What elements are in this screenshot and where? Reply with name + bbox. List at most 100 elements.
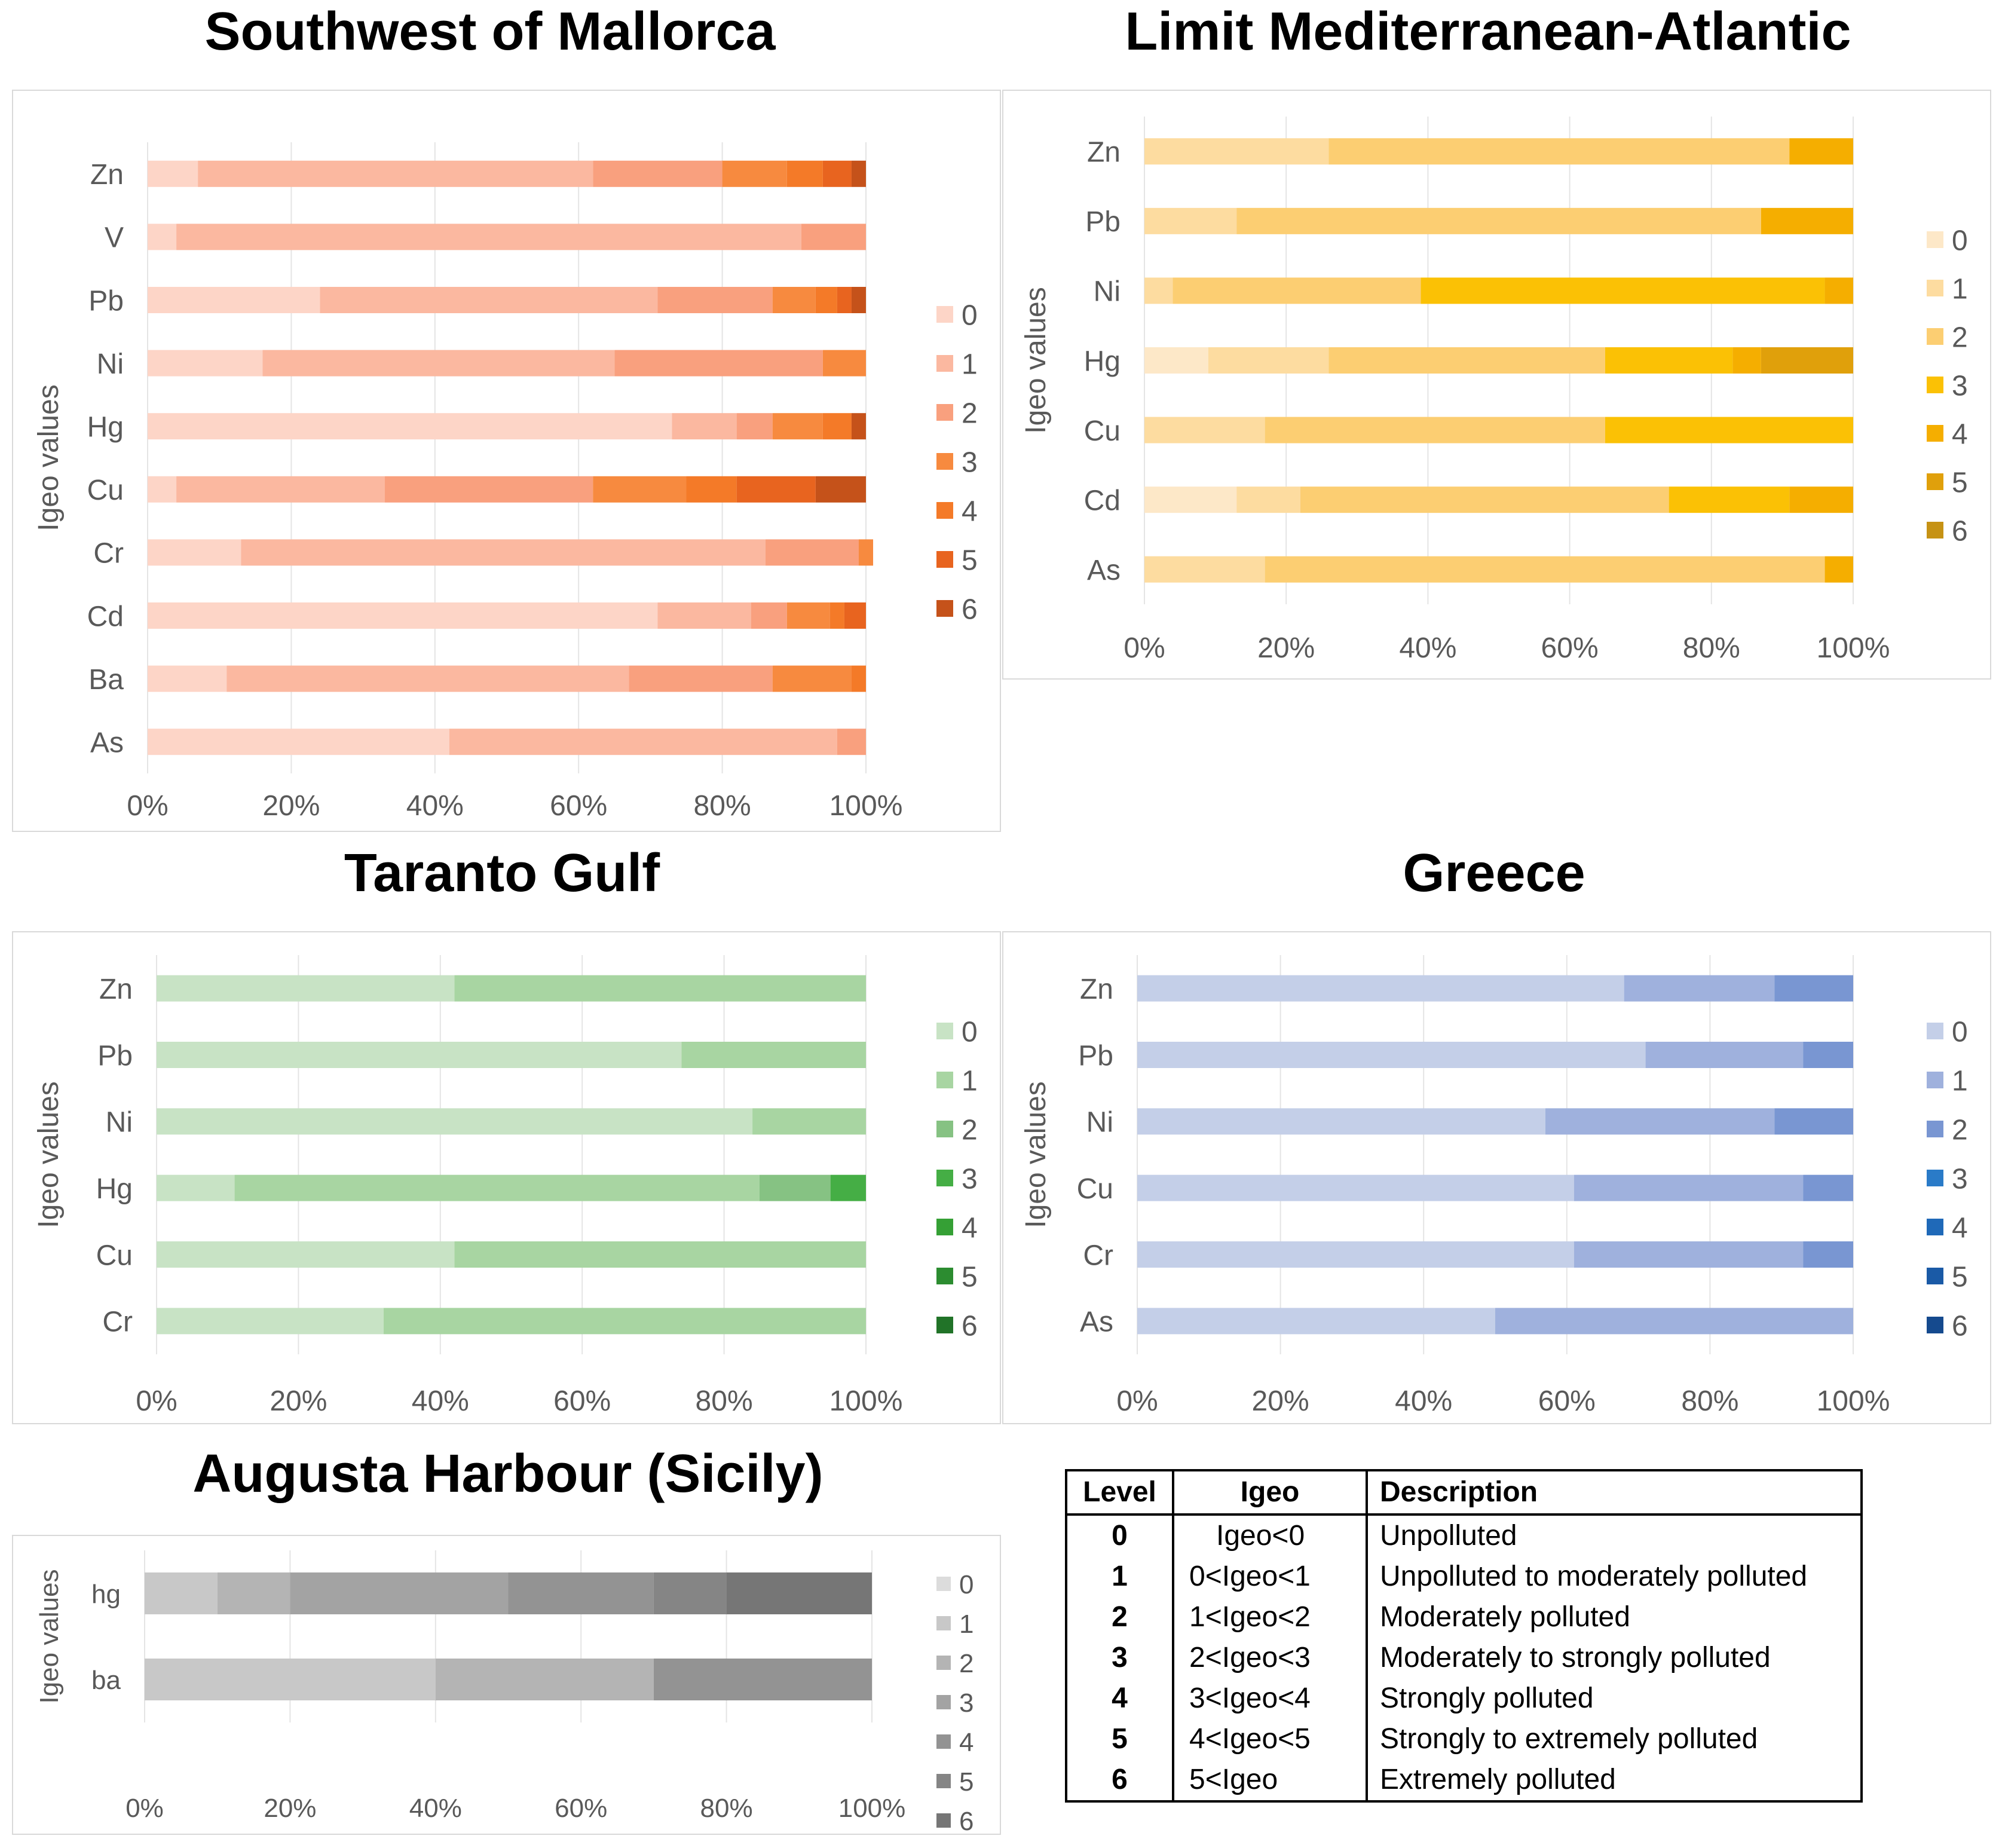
bar-segment bbox=[148, 602, 658, 629]
legend-swatch bbox=[936, 1317, 953, 1333]
legend-swatch bbox=[1927, 377, 1943, 393]
x-tick-label: 20% bbox=[262, 790, 320, 822]
chart-title-taranto: Taranto Gulf bbox=[344, 843, 660, 903]
category-label: Ni bbox=[1094, 276, 1121, 308]
bar-segment bbox=[1300, 487, 1669, 513]
category-label: V bbox=[105, 222, 124, 254]
legend-label: 2 bbox=[1952, 322, 1968, 353]
category-label: Cu bbox=[1077, 1173, 1113, 1205]
legend-swatch bbox=[936, 502, 953, 519]
bar-segment bbox=[1761, 207, 1853, 234]
bar-segment bbox=[157, 1308, 384, 1335]
bar-segment bbox=[1265, 556, 1825, 583]
bar-segment bbox=[1774, 975, 1853, 1002]
x-tick-label: 0% bbox=[127, 790, 168, 822]
bar-segment bbox=[822, 350, 866, 377]
bar-segment bbox=[786, 602, 830, 629]
chart-panel-taranto: 0% 20% 40% 60% 80% 100% Zn Pb Ni Hg Cu Cr Igeo value… bbox=[12, 931, 1001, 1424]
bar-segment bbox=[449, 729, 837, 755]
category-label: Cr bbox=[102, 1307, 133, 1338]
x-tick-label: 60% bbox=[550, 790, 607, 822]
category-label: Ba bbox=[88, 664, 124, 696]
legend-label: 1 bbox=[959, 1610, 974, 1639]
chart-panel-augusta: 0% 20% 40% 60% 80% 100% hg ba Igeo values 0 1 2 3 4 5 6 bbox=[12, 1535, 1001, 1836]
bar-segment bbox=[1328, 138, 1790, 165]
x-tick-label: 0% bbox=[136, 1385, 177, 1417]
bar-segment bbox=[157, 1042, 682, 1068]
bar-segment bbox=[681, 1042, 866, 1068]
category-label: Zn bbox=[1080, 974, 1113, 1005]
category-label: Ni bbox=[97, 348, 124, 380]
legend-swatch bbox=[936, 1268, 953, 1284]
x-tick-label: 20% bbox=[270, 1385, 327, 1417]
row-description: Unpolluted bbox=[1380, 1520, 1517, 1552]
bar-segment bbox=[829, 602, 844, 629]
bar-segment bbox=[1789, 138, 1853, 165]
legend-swatch bbox=[936, 1695, 951, 1709]
x-tick-label: 0% bbox=[1124, 632, 1165, 664]
legend-swatch bbox=[936, 1774, 951, 1788]
bar-segment bbox=[1144, 277, 1173, 304]
legend-swatch bbox=[1927, 280, 1943, 296]
category-label: Pb bbox=[97, 1040, 133, 1072]
bar-segment bbox=[1236, 207, 1761, 234]
x-tick-label: 40% bbox=[1399, 632, 1456, 664]
bar-segment bbox=[1421, 277, 1825, 304]
legend-label: 1 bbox=[1952, 1065, 1968, 1097]
bar-segment bbox=[157, 1108, 753, 1135]
chart-panel-greece: 0% 20% 40% 60% 80% 100% Zn Pb Ni Cu Cr As Igeo value… bbox=[1002, 931, 1991, 1424]
bar-segment bbox=[851, 160, 866, 187]
x-tick-label: 60% bbox=[1541, 632, 1599, 664]
legend-label: 5 bbox=[962, 1261, 978, 1293]
category-label: Zn bbox=[90, 159, 124, 191]
row-igeo: 5<Igeo bbox=[1173, 1760, 1368, 1801]
bar-segment bbox=[508, 1572, 654, 1614]
bar-segment bbox=[772, 413, 823, 440]
legend-swatch bbox=[936, 306, 953, 323]
legend-swatch bbox=[1927, 1023, 1943, 1039]
legend-label: 6 bbox=[962, 1310, 978, 1342]
legend-swatch bbox=[1927, 1072, 1943, 1088]
legend-swatch bbox=[936, 1023, 953, 1039]
bar-segment bbox=[148, 224, 177, 250]
row-level: 3 bbox=[1066, 1638, 1174, 1678]
category-label: As bbox=[1087, 555, 1121, 586]
header-level: Level bbox=[1066, 1470, 1174, 1516]
bar-segment bbox=[1774, 1108, 1853, 1135]
bar-segment bbox=[801, 224, 866, 250]
row-level: 1 bbox=[1066, 1556, 1174, 1597]
legend-label: 2 bbox=[959, 1649, 974, 1678]
legend-swatch bbox=[936, 1121, 953, 1137]
legend-label: 6 bbox=[1952, 1310, 1968, 1342]
bar-segment bbox=[593, 476, 687, 503]
bar-segment bbox=[148, 539, 241, 566]
bar-segment bbox=[1144, 347, 1208, 374]
bar-segment bbox=[148, 287, 320, 313]
category-label: As bbox=[90, 727, 124, 758]
bar-segment bbox=[1144, 556, 1265, 583]
bar-segment bbox=[217, 1572, 290, 1614]
bar-segment bbox=[1732, 347, 1761, 374]
y-axis-title: Igeo values bbox=[1020, 287, 1052, 434]
chart-augusta: 0% 20% 40% 60% 80% 100% hg ba Igeo values 0 1 2 3 4 5 6 bbox=[35, 1550, 974, 1836]
category-label: Cr bbox=[1083, 1240, 1113, 1271]
y-axis-title: Igeo values bbox=[33, 1081, 65, 1228]
legend-label: 0 bbox=[962, 1016, 978, 1048]
x-tick-label: 60% bbox=[555, 1794, 607, 1823]
bar-segment bbox=[1208, 347, 1329, 374]
bar-segment bbox=[1824, 277, 1853, 304]
row-level: 0 bbox=[1066, 1514, 1174, 1556]
legend-swatch bbox=[936, 551, 953, 568]
bar-segment bbox=[672, 413, 737, 440]
bar-segment bbox=[593, 160, 723, 187]
legend-label: 2 bbox=[962, 1114, 978, 1146]
legend-swatch bbox=[936, 355, 953, 372]
bar-segment bbox=[772, 665, 852, 692]
legend-table-row: 1 0<Igeo<1 Unpolluted to moderately poll… bbox=[1066, 1556, 1862, 1597]
legend-label: 2 bbox=[962, 397, 978, 429]
row-igeo: Igeo<0 bbox=[1173, 1514, 1368, 1556]
category-label: Cu bbox=[87, 475, 124, 506]
bar-segment bbox=[1328, 347, 1605, 374]
category-label: Cr bbox=[93, 538, 124, 570]
chart-title-med-atlantic: Limit Mediterranean-Atlantic bbox=[1125, 2, 1851, 62]
